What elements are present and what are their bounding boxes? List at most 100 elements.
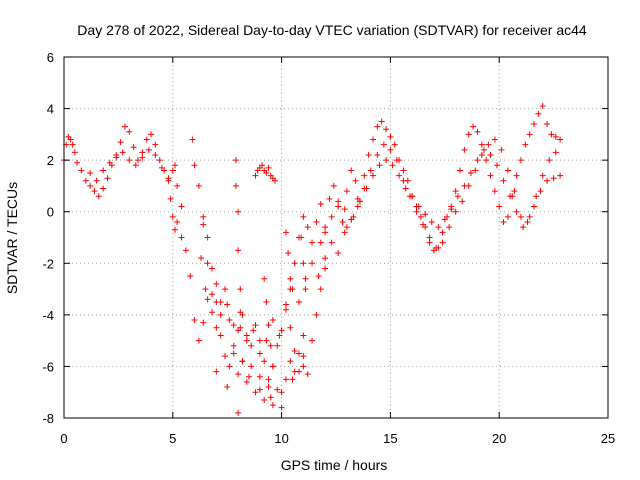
data-point (276, 332, 283, 339)
data-point (213, 298, 220, 305)
data-point (300, 353, 307, 360)
data-point (413, 208, 420, 215)
data-point (267, 394, 274, 401)
data-point (513, 172, 520, 179)
data-point (526, 213, 533, 220)
data-point (387, 133, 394, 140)
data-point (252, 389, 259, 396)
data-point (426, 239, 433, 246)
data-point (126, 157, 133, 164)
data-point (552, 133, 559, 140)
data-point (132, 162, 139, 169)
data-point (522, 141, 529, 148)
data-point (134, 157, 141, 164)
y-tick-label: -2 (42, 256, 54, 271)
data-point (278, 389, 285, 396)
data-point (222, 353, 229, 360)
data-point (465, 131, 472, 138)
y-tick-label: -4 (42, 308, 54, 323)
data-point (507, 193, 514, 200)
data-point (202, 286, 209, 293)
x-tick-label: 5 (169, 431, 176, 446)
data-point (396, 172, 403, 179)
data-point (330, 182, 337, 189)
data-point (356, 198, 363, 205)
data-point (474, 157, 481, 164)
data-point (250, 327, 257, 334)
series-trace-g (287, 102, 564, 293)
data-point (496, 203, 503, 210)
data-point (256, 386, 263, 393)
data-point (326, 195, 333, 202)
data-point (339, 219, 346, 226)
data-point (87, 182, 94, 189)
data-point (491, 136, 498, 143)
data-point (282, 306, 289, 313)
data-point (287, 358, 294, 365)
data-point (113, 154, 120, 161)
data-point (439, 239, 446, 246)
data-point (461, 182, 468, 189)
data-point (441, 216, 448, 223)
data-point (208, 309, 215, 316)
data-point (380, 141, 387, 148)
data-point (426, 234, 433, 241)
data-point (282, 376, 289, 383)
data-point (400, 177, 407, 184)
data-point (302, 286, 309, 293)
data-point (387, 146, 394, 153)
data-point (243, 332, 250, 339)
data-point (256, 373, 263, 380)
y-tick-label: 2 (47, 153, 54, 168)
data-point (167, 195, 174, 202)
data-point (104, 175, 111, 182)
data-point (454, 193, 461, 200)
data-point (191, 162, 198, 169)
data-point (315, 273, 322, 280)
data-point (282, 301, 289, 308)
data-point (117, 139, 124, 146)
data-point (252, 322, 259, 329)
data-point (198, 255, 205, 262)
data-point (300, 363, 307, 370)
data-point (256, 337, 263, 344)
data-point (544, 121, 551, 128)
data-point (156, 157, 163, 164)
data-point (500, 177, 507, 184)
data-point (550, 175, 557, 182)
data-point (204, 234, 211, 241)
data-point (191, 317, 198, 324)
data-point (402, 185, 409, 192)
data-point (361, 172, 368, 179)
data-point (269, 317, 276, 324)
data-point (235, 371, 242, 378)
data-point (213, 280, 220, 287)
data-point (354, 203, 361, 210)
data-point (272, 177, 279, 184)
data-point (291, 368, 298, 375)
data-point (328, 213, 335, 220)
series-trace-f (252, 162, 279, 184)
data-point (93, 177, 100, 184)
data-point (322, 229, 329, 236)
data-point (248, 363, 255, 370)
data-point (139, 154, 146, 161)
data-point (263, 298, 270, 305)
series-trace-d (189, 136, 361, 357)
data-point (95, 193, 102, 200)
data-point (389, 162, 396, 169)
data-point (100, 167, 107, 174)
data-point (452, 208, 459, 215)
data-point (224, 384, 231, 391)
data-point (420, 221, 427, 228)
data-point (178, 234, 185, 241)
data-point (400, 167, 407, 174)
data-point (304, 224, 311, 231)
data-point (300, 213, 307, 220)
data-point (472, 167, 479, 174)
data-point (222, 286, 229, 293)
data-point (237, 286, 244, 293)
data-point (119, 149, 126, 156)
data-point (483, 157, 490, 164)
